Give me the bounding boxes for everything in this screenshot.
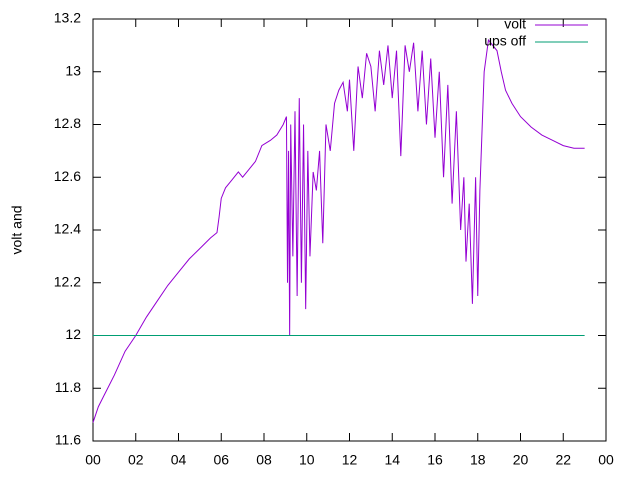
x-tick-label: 08 — [256, 452, 272, 468]
y-tick-label: 13 — [65, 62, 81, 78]
x-tick-label: 06 — [213, 452, 229, 468]
x-tick-label: 12 — [342, 452, 358, 468]
x-tick-label: 04 — [171, 452, 187, 468]
x-tick-label: 16 — [427, 452, 443, 468]
plot-border — [92, 18, 607, 442]
y-tick-label: 12.6 — [54, 168, 81, 184]
y-tick-label: 12 — [65, 326, 81, 342]
y-tick-label: 12.8 — [54, 115, 81, 131]
x-tick-label: 00 — [598, 452, 614, 468]
x-tick-label: 18 — [470, 452, 486, 468]
y-tick-label: 11.6 — [55, 432, 81, 448]
legend-label: ups off — [484, 33, 526, 49]
x-tick-label: 02 — [128, 452, 144, 468]
x-tick-label: 14 — [384, 452, 400, 468]
y-tick-label: 13.2 — [54, 10, 81, 26]
y-tick-label: 12.4 — [54, 221, 81, 237]
y-tick-label: 12.2 — [54, 273, 81, 289]
x-tick-label: 10 — [299, 452, 315, 468]
x-tick-label: 22 — [555, 452, 571, 468]
x-tick-label: 20 — [513, 452, 529, 468]
y-tick-label: 11.8 — [55, 379, 81, 395]
y-axis-label: volt and — [9, 205, 25, 254]
legend-label: volt — [504, 16, 526, 32]
series-line — [92, 38, 585, 423]
x-tick-label: 00 — [85, 452, 101, 468]
